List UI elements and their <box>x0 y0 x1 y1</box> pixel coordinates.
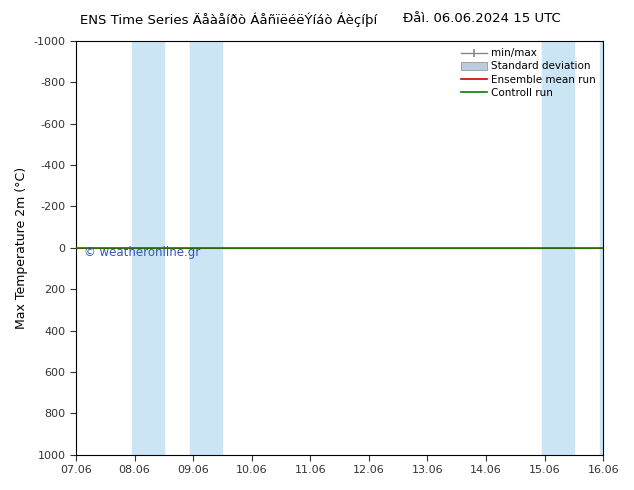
Bar <box>190 41 223 455</box>
Legend: min/max, Standard deviation, Ensemble mean run, Controll run: min/max, Standard deviation, Ensemble me… <box>456 44 600 102</box>
Y-axis label: Max Temperature 2m (°C): Max Temperature 2m (°C) <box>15 167 28 329</box>
Text: © weatheronline.gr: © weatheronline.gr <box>84 246 200 259</box>
Text: ENS Time Series Äåàåíðò ÁåñïëéëÝíáò Áèçíþí: ENS Time Series Äåàåíðò ÁåñïëéëÝíáò Áèçí… <box>80 12 377 27</box>
Bar <box>600 41 633 455</box>
Bar <box>541 41 574 455</box>
Bar <box>132 41 164 455</box>
Text: Ðåì. 06.06.2024 15 UTC: Ðåì. 06.06.2024 15 UTC <box>403 12 560 25</box>
